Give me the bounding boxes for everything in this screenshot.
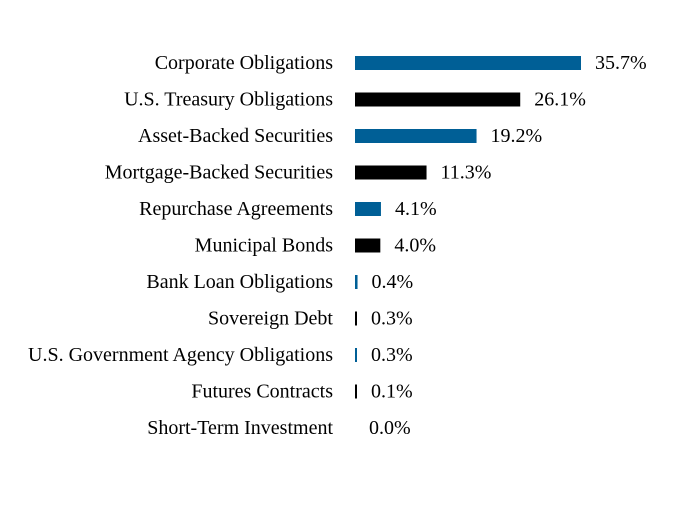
value-labels: 35.7% 26.1% 19.2% 11.3%4.1% 4.0% 0.4% 0.3% 0.3%… (369, 52, 647, 439)
bar-0 (355, 56, 581, 70)
category-labels: Corporate Obligations U.S. Treasury Oblig… (28, 52, 333, 439)
value-label-8: 0.3% (371, 344, 413, 366)
category-label-8: U.S. Government Agency Obligations (28, 344, 333, 366)
category-label-10: Short-Term Investment (147, 417, 333, 439)
bar-8 (355, 348, 357, 362)
bar-6 (355, 275, 358, 289)
bars-layer (355, 56, 581, 399)
category-label-2: Asset-Backed Securities (138, 125, 333, 147)
category-label-4: Repurchase Agreements (139, 198, 333, 220)
value-label-2: 19.2% (491, 125, 543, 147)
bar-4 (355, 202, 381, 216)
category-label-9: Futures Contracts (191, 381, 333, 403)
value-label-3: 11.3% (441, 162, 492, 184)
bar-1 (355, 92, 521, 107)
value-label-7: 0.3% (371, 308, 413, 330)
bar-7 (355, 311, 357, 326)
value-label-9: 0.1% (371, 381, 413, 403)
category-label-6: Bank Loan Obligations (146, 271, 333, 293)
bar-5 (355, 238, 381, 253)
value-label-0: 35.7% (595, 52, 647, 74)
category-label-1: U.S. Treasury Obligations (124, 89, 333, 111)
value-label-1: 26.1% (534, 89, 586, 111)
category-label-5: Municipal Bonds (195, 235, 334, 257)
value-label-4: 4.1% (395, 198, 437, 220)
value-label-5: 4.0% (394, 235, 436, 257)
value-label-6: 0.4% (372, 271, 414, 293)
bar-9 (355, 384, 357, 399)
bar-3 (355, 165, 427, 180)
bar-2 (355, 129, 477, 143)
value-label-10: 0.0% (369, 417, 411, 439)
category-label-3: Mortgage-Backed Securities (105, 162, 333, 184)
category-label-7: Sovereign Debt (208, 308, 333, 330)
category-label-0: Corporate Obligations (155, 52, 334, 74)
